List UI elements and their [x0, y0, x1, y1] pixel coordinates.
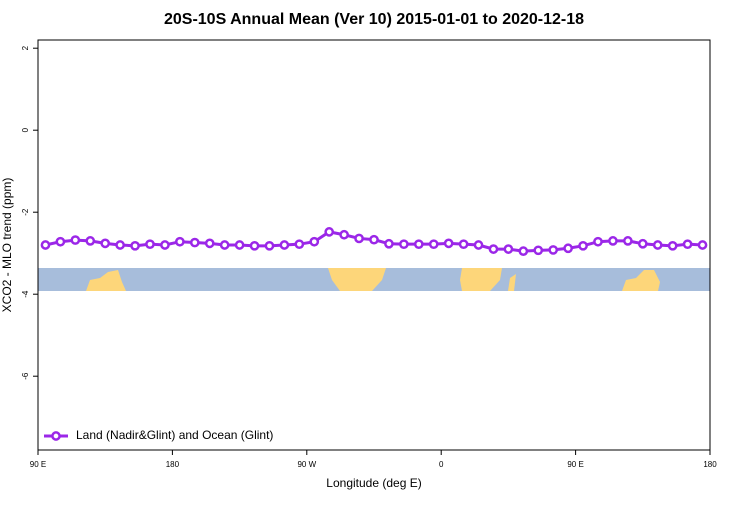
x-tick-label: 180	[166, 460, 180, 469]
data-point	[324, 227, 335, 237]
data-point	[667, 240, 678, 251]
data-point	[189, 237, 200, 248]
data-point	[443, 238, 454, 249]
y-tick-label: 2	[21, 45, 30, 50]
x-tick-label: 180	[703, 460, 717, 469]
data-point	[623, 236, 633, 246]
data-point	[160, 240, 170, 250]
data-point	[175, 236, 185, 247]
data-point	[369, 234, 379, 245]
data-point	[130, 240, 140, 251]
data-point	[354, 233, 364, 244]
data-point	[294, 239, 305, 250]
data-point	[249, 240, 260, 251]
data-point	[219, 240, 230, 250]
data-point	[234, 240, 245, 250]
x-tick-label: 0	[439, 460, 444, 469]
data-point	[608, 236, 618, 246]
data-point	[70, 235, 81, 245]
x-tick-label: 90 W	[297, 460, 316, 469]
data-point	[548, 245, 559, 255]
data-point	[40, 240, 51, 250]
x-axis-label: Longitude (deg E)	[326, 476, 421, 490]
legend-marker	[51, 431, 61, 441]
data-point	[488, 244, 499, 254]
data-point	[264, 240, 275, 251]
data-point	[458, 239, 469, 250]
data-point	[399, 239, 409, 250]
legend-label: Land (Nadir&Glint) and Ocean (Glint)	[76, 428, 273, 442]
data-point	[55, 236, 66, 247]
y-tick-label: -4	[21, 290, 30, 298]
data-point	[563, 243, 573, 254]
x-tick-label: 90 E	[30, 460, 46, 469]
data-point	[384, 238, 394, 249]
data-point	[652, 240, 663, 250]
y-tick-label: -6	[21, 372, 30, 380]
data-point	[578, 240, 588, 251]
data-point	[413, 239, 424, 250]
data-point	[428, 239, 439, 250]
data-point	[518, 246, 529, 256]
data-point	[593, 236, 603, 247]
data-point	[533, 245, 544, 256]
y-tick-label: 0	[21, 127, 30, 132]
data-point	[682, 239, 693, 250]
data-point	[85, 236, 96, 246]
data-point	[145, 239, 155, 250]
y-axis-label: XCO2 - MLO trend (ppm)	[0, 178, 14, 313]
chart-title: 20S-10S Annual Mean (Ver 10) 2015-01-01 …	[164, 11, 584, 28]
plot-frame	[37, 39, 711, 451]
data-point	[204, 238, 215, 249]
data-point	[697, 240, 708, 250]
y-tick-label: -2	[21, 208, 30, 216]
data-point	[473, 240, 484, 250]
data-point	[279, 240, 290, 250]
data-point	[339, 229, 349, 240]
data-point	[100, 238, 111, 249]
x-tick-label: 90 E	[567, 460, 583, 469]
data-point	[115, 240, 125, 250]
data-point	[637, 238, 648, 249]
data-point	[503, 244, 514, 254]
data-point	[309, 236, 320, 247]
map-strip	[38, 268, 710, 291]
